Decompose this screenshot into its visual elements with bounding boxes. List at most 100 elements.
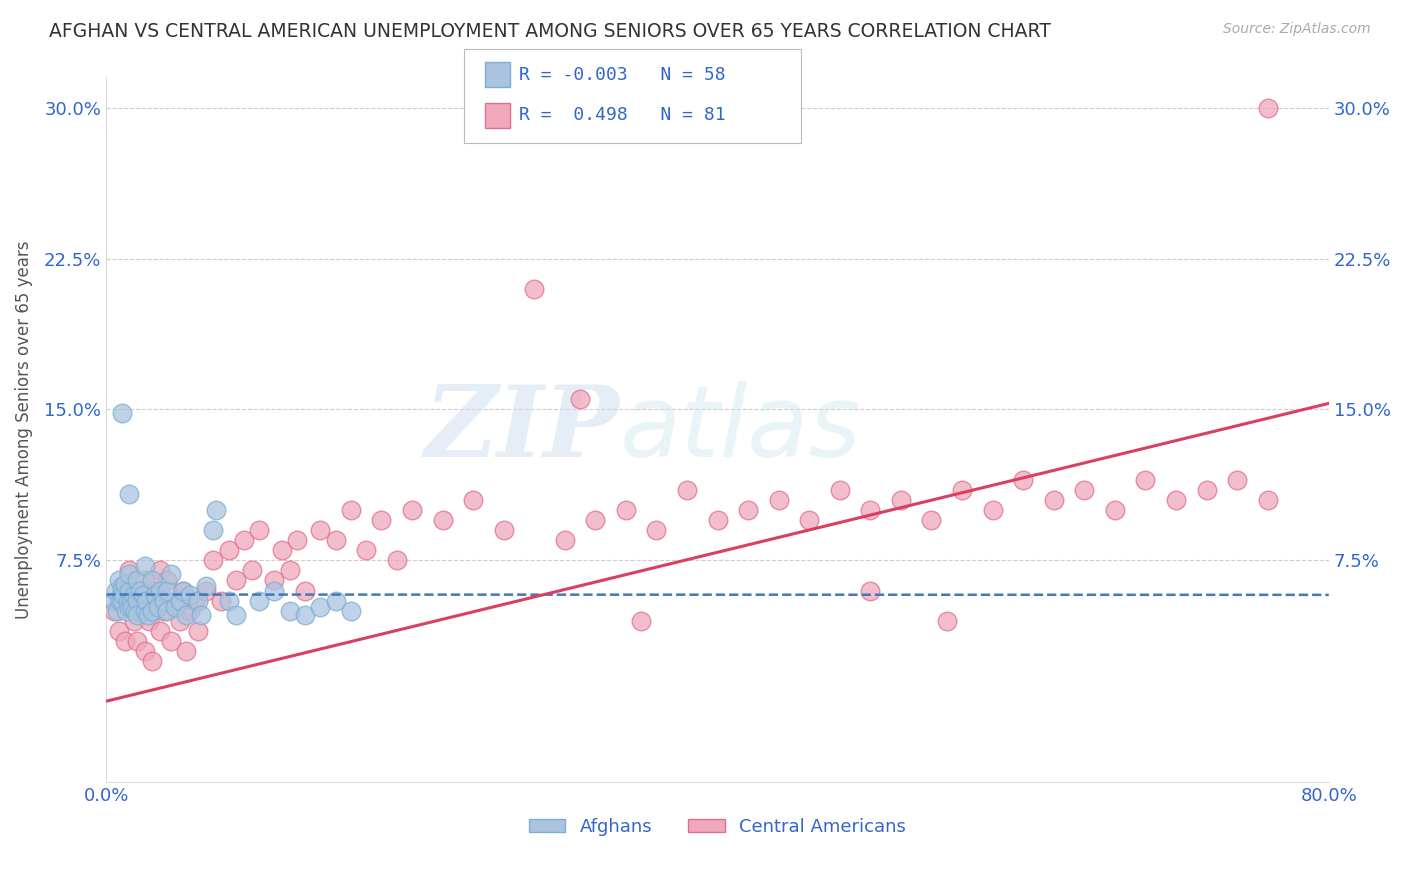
Point (194, 580, 217, 594)
Point (159, 567, 181, 582)
Point (134, 559, 156, 574)
Point (159, 633, 181, 648)
Point (799, 513, 821, 527)
Point (136, 607, 159, 622)
Point (124, 604, 146, 618)
Point (583, 513, 606, 527)
Point (271, 543, 294, 558)
Point (492, 523, 515, 537)
Point (340, 503, 363, 517)
Point (153, 604, 176, 618)
Point (225, 607, 247, 622)
Point (232, 533, 254, 548)
Point (115, 604, 138, 618)
Point (125, 633, 148, 648)
Point (156, 583, 179, 598)
Point (554, 533, 576, 548)
Point (118, 583, 141, 598)
Point (141, 654, 163, 668)
Point (129, 604, 152, 618)
Point (354, 543, 377, 558)
Point (111, 580, 134, 594)
Point (309, 523, 332, 537)
Point (138, 614, 160, 628)
Point (184, 593, 207, 607)
Point (1257, 101, 1279, 115)
Point (935, 614, 957, 628)
Point (134, 574, 156, 588)
Point (179, 588, 201, 602)
Point (111, 583, 134, 598)
Point (1257, 493, 1279, 508)
Point (134, 604, 156, 618)
Point (118, 563, 141, 577)
Point (218, 593, 240, 607)
Point (135, 593, 157, 607)
Point (432, 513, 454, 527)
Point (523, 282, 546, 296)
Y-axis label: Unemployment Among Seniors over 65 years: Unemployment Among Seniors over 65 years (15, 240, 32, 619)
Point (149, 563, 172, 577)
Point (125, 574, 148, 588)
Point (1195, 483, 1218, 497)
Point (294, 607, 316, 622)
Point (921, 513, 943, 527)
Point (114, 577, 136, 591)
Point (401, 503, 423, 517)
Legend: Afghans, Central Americans: Afghans, Central Americans (522, 811, 912, 843)
Point (105, 604, 128, 618)
Point (122, 588, 145, 602)
Point (103, 604, 125, 618)
Point (169, 593, 191, 607)
Point (149, 583, 172, 598)
Point (108, 593, 131, 607)
Point (285, 533, 308, 548)
Point (118, 567, 141, 582)
Point (111, 583, 134, 598)
Point (325, 533, 347, 548)
Point (263, 583, 285, 598)
Point (141, 593, 163, 607)
Point (194, 583, 217, 598)
Point (125, 583, 148, 598)
Point (187, 624, 209, 638)
Point (172, 583, 194, 598)
Point (706, 513, 728, 527)
Point (1164, 493, 1187, 508)
Point (209, 593, 232, 607)
Point (107, 574, 129, 588)
Point (134, 644, 156, 658)
Point (218, 543, 240, 558)
Point (179, 604, 201, 618)
Point (172, 583, 194, 598)
Point (859, 503, 882, 517)
Point (1104, 503, 1126, 517)
Point (111, 407, 134, 421)
Point (104, 583, 127, 598)
Point (187, 593, 209, 607)
Text: R = -0.003   N = 58: R = -0.003 N = 58 (519, 66, 725, 84)
Point (103, 593, 125, 607)
Point (120, 593, 142, 607)
Point (278, 563, 301, 577)
Point (132, 588, 155, 602)
Point (768, 493, 790, 508)
Text: Source: ZipAtlas.com: Source: ZipAtlas.com (1223, 22, 1371, 37)
Text: R =  0.498   N = 81: R = 0.498 N = 81 (519, 106, 725, 124)
Point (143, 583, 166, 598)
Point (225, 574, 247, 588)
Point (122, 614, 145, 628)
Point (645, 523, 668, 537)
Point (129, 583, 152, 598)
Point (143, 588, 166, 602)
Point (737, 503, 759, 517)
Point (118, 487, 141, 501)
Point (676, 483, 699, 497)
Point (294, 583, 316, 598)
Point (125, 607, 148, 622)
Point (828, 483, 851, 497)
Point (121, 599, 143, 614)
Point (205, 503, 228, 517)
Point (1135, 473, 1157, 487)
Point (340, 604, 363, 618)
